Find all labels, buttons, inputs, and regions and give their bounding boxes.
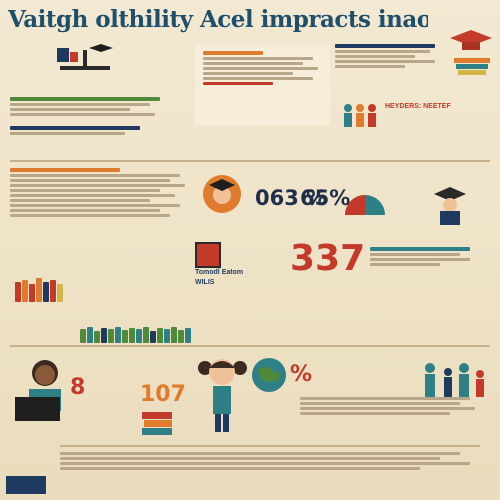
center-top-panel bbox=[195, 45, 330, 125]
left-text-block bbox=[10, 95, 170, 155]
globe-icon bbox=[252, 358, 286, 392]
scale-icon bbox=[57, 44, 113, 70]
scale-illustration bbox=[55, 40, 115, 80]
graduate-icon bbox=[430, 185, 470, 225]
bottom-stat-number: 107 bbox=[140, 382, 186, 407]
section-divider bbox=[10, 160, 490, 162]
books-icon bbox=[15, 278, 63, 302]
footer-text bbox=[60, 450, 480, 490]
books-stack-icon bbox=[140, 410, 174, 440]
family-icon bbox=[420, 360, 490, 400]
right-mini-bars bbox=[370, 245, 480, 285]
footer-logo bbox=[6, 476, 46, 494]
side-percent: % bbox=[290, 362, 313, 387]
student-illustration bbox=[203, 175, 241, 213]
graduation-cap-icon bbox=[448, 26, 494, 76]
bottom-right-text bbox=[300, 395, 480, 435]
top-right-heading: HEYDERS: NEETEF bbox=[385, 103, 451, 110]
left-digit: 8 bbox=[70, 375, 86, 400]
page-title: Vaitgh olthility Acel impracts inaotin h… bbox=[8, 6, 428, 33]
stat-percent-left: 063 % bbox=[255, 186, 328, 210]
bookshelf-strip bbox=[80, 327, 191, 343]
girl-illustration bbox=[195, 350, 250, 435]
left-middle-text bbox=[10, 166, 190, 266]
laptop-icon bbox=[195, 242, 221, 268]
semicircle-chart bbox=[340, 180, 390, 220]
big-stat-number: 337 bbox=[290, 238, 366, 279]
footer-divider bbox=[60, 445, 480, 447]
child-laptop-illustration bbox=[15, 355, 75, 425]
center-info-box: Tomodl Eatom WILIS bbox=[195, 242, 275, 292]
center-box-label: Tomodl Eatom WILIS bbox=[195, 269, 244, 286]
people-group-icon bbox=[340, 100, 380, 130]
bottom-divider bbox=[10, 345, 490, 347]
right-top-panel bbox=[335, 42, 445, 92]
stat-percent-right: 65% bbox=[300, 186, 351, 210]
